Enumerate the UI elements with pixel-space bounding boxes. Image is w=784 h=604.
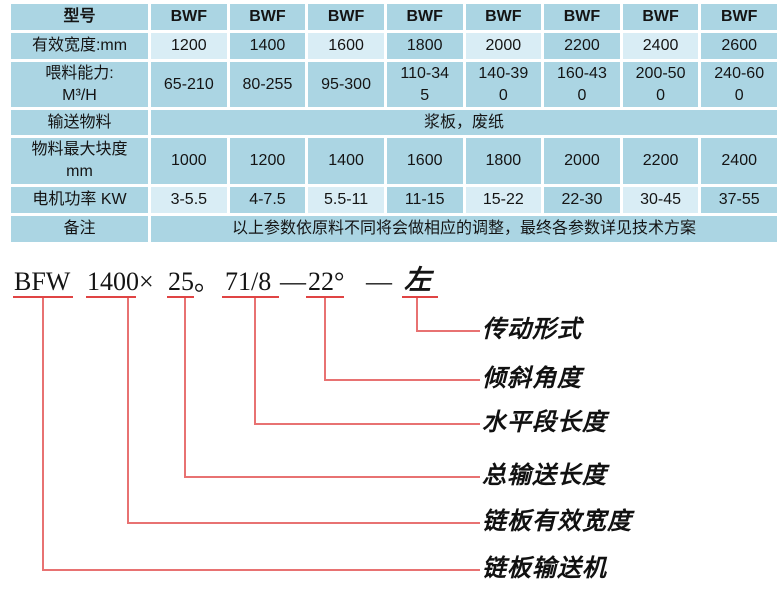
model-header-cell: BWF [308, 4, 384, 30]
spec-value-cell: 2000 [544, 138, 620, 184]
table-row-model: 型号 BWF BWF BWF BWF BWF BWF BWF BWF [11, 4, 777, 30]
spec-value-cell: 15-22 [465, 187, 542, 213]
table-row-material: 输送物料 浆板，废纸 [11, 110, 777, 135]
table-row-motor-power: 电机功率 KW 3-5.5 4-7.5 5.5-11 11-15 15-22 2… [11, 187, 777, 213]
table-row-width: 有效宽度:mm 1200 1400 1600 1800 2000 2200 24… [11, 33, 777, 59]
spec-value-cell: 95-300 [308, 62, 384, 107]
leader-line-conveyor [42, 298, 480, 571]
leader-line-plate-width [127, 298, 480, 524]
callout-label-total-length: 总输送长度 [482, 463, 607, 489]
spec-value-cell: 1400 [308, 138, 384, 184]
code-underline [402, 296, 438, 298]
code-underline [86, 296, 136, 298]
row-label-model: 型号 [11, 4, 148, 30]
table-row-lump-size: 物料最大块度 mm 1000 1200 1400 1600 1800 2000 … [11, 138, 777, 184]
code-segment-dash: — [366, 267, 392, 296]
spec-value-cell: 30-45 [622, 187, 699, 213]
spec-value-cell: 1600 [308, 33, 384, 59]
spec-value-cell: 110-34 5 [386, 62, 463, 107]
model-header-cell: BWF [544, 4, 620, 30]
spec-value-cell: 1800 [465, 138, 542, 184]
table-row-remark: 备注 以上参数依原料不同将会做相应的调整，最终各参数详见技术方案 [11, 216, 777, 242]
spec-value-cell: 80-255 [229, 62, 306, 107]
row-label-capacity: 喂料能力: M³/H [11, 62, 148, 107]
code-segment-total-length: 25 [168, 267, 194, 296]
spec-table: 型号 BWF BWF BWF BWF BWF BWF BWF BWF 有效宽度:… [8, 1, 780, 245]
callout-label-conveyor: 链板输送机 [482, 556, 607, 582]
spec-value-cell: 160-43 0 [544, 62, 620, 107]
row-label-lump-size: 物料最大块度 mm [11, 138, 148, 184]
callout-label-drive-type: 传动形式 [482, 317, 582, 343]
spec-value-cell: 1200 [151, 33, 227, 59]
spec-value-cell: 1200 [229, 138, 306, 184]
leader-line-total-length [184, 298, 480, 478]
spec-value-cell: 37-55 [701, 187, 777, 213]
code-underline [222, 296, 279, 298]
table-row-capacity: 喂料能力: M³/H 65-210 80-255 95-300 110-34 5… [11, 62, 777, 107]
spec-value-cell: 240-60 0 [701, 62, 777, 107]
spec-value-cell: 1600 [386, 138, 463, 184]
model-header-cell: BWF [386, 4, 463, 30]
spec-value-cell: 1800 [386, 33, 463, 59]
model-header-cell: BWF [701, 4, 777, 30]
code-segment-period: 。 [194, 267, 221, 296]
spec-value-cell: 2200 [544, 33, 620, 59]
leader-line-drive-type [416, 298, 480, 332]
code-underline [13, 296, 73, 298]
spec-value-cell: 22-30 [544, 187, 620, 213]
model-header-cell: BWF [622, 4, 699, 30]
spec-value-cell: 11-15 [386, 187, 463, 213]
callout-label-horizontal-length: 水平段长度 [482, 410, 607, 436]
model-header-cell: BWF [151, 4, 227, 30]
code-segment-horiz-length: 71/8 [225, 267, 272, 296]
row-label-material: 输送物料 [11, 110, 148, 135]
code-segment-width: 1400 [87, 267, 139, 296]
row-label-remark: 备注 [11, 216, 148, 242]
model-header-cell: BWF [229, 4, 306, 30]
spec-value-cell: 140-39 0 [465, 62, 542, 107]
spec-value-cell: 2600 [701, 33, 777, 59]
code-underline [306, 296, 344, 298]
code-segment-series: BFW [14, 267, 71, 296]
code-underline [167, 296, 194, 298]
spec-value-cell: 2400 [622, 33, 699, 59]
row-label-width: 有效宽度:mm [11, 33, 148, 59]
spec-value-cell: 200-50 0 [622, 62, 699, 107]
model-header-cell: BWF [465, 4, 542, 30]
code-segment-drive-side: 左 [404, 265, 431, 295]
spec-value-cell: 4-7.5 [229, 187, 306, 213]
spec-value-cell: 2400 [701, 138, 777, 184]
spec-value-cell: 3-5.5 [151, 187, 227, 213]
callout-label-plate-width: 链板有效宽度 [482, 509, 632, 535]
row-label-motor-power: 电机功率 KW [11, 187, 148, 213]
code-segment-dash: — [280, 267, 306, 296]
material-merged-cell: 浆板，废纸 [151, 110, 777, 135]
leader-line-horizontal-length [254, 298, 480, 425]
spec-value-cell: 5.5-11 [308, 187, 384, 213]
spec-value-cell: 65-210 [151, 62, 227, 107]
spec-value-cell: 2000 [465, 33, 542, 59]
callout-label-incline-angle: 倾斜角度 [482, 366, 582, 392]
spec-value-cell: 2200 [622, 138, 699, 184]
code-segment-angle: 22° [308, 267, 345, 296]
remark-merged-cell: 以上参数依原料不同将会做相应的调整，最终各参数详见技术方案 [151, 216, 777, 242]
leader-line-incline-angle [324, 298, 480, 381]
spec-value-cell: 1400 [229, 33, 306, 59]
code-segment-times-sign: × [139, 267, 154, 296]
spec-value-cell: 1000 [151, 138, 227, 184]
